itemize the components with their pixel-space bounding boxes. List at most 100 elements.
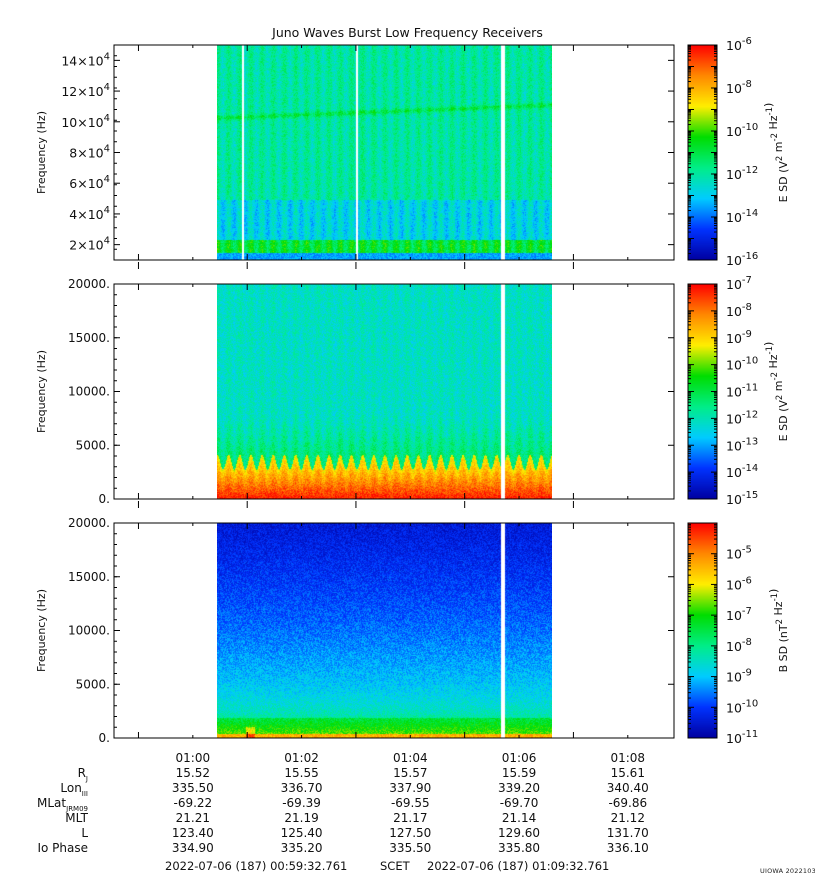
colorbar-tick-label: 10-8 [726,637,752,654]
colorbar-tick-label: 10-10 [726,698,758,715]
y-tick-label: 4×104 [69,205,110,222]
colorbar-tick-label: 10-12 [726,165,758,182]
ephemeris-row-label: RJ [78,766,88,783]
colorbar-3 [688,523,717,738]
y-tick-label: 5000. [76,677,110,691]
end-time-label: 2022-07-06 (187) 01:09:32.761 [427,859,610,873]
y-tick-label: 15000. [68,570,110,584]
ephemeris-value: 21.21 [176,811,210,825]
y-tick-label: 0. [99,731,110,745]
colorbar-tick-label: 10-7 [726,606,752,623]
y-axis-label: Frequency (Hz) [35,350,48,433]
colorbar-tick-label: 10-10 [726,356,758,373]
colorbar-tick-label: 10-13 [726,436,758,453]
y-tick-label: 6×104 [69,174,110,191]
ephemeris-row-label: Io Phase [37,841,88,855]
scet-label: SCET [380,859,410,873]
colorbar-tick-label: 10-10 [726,122,758,139]
ephemeris-value: 335.80 [498,841,540,855]
ephemeris-value: 15.52 [176,766,210,780]
y-tick-label: 10000. [68,624,110,638]
spectrogram-panel-3: 0. 5000. 10000. 15000. 20000. Frequency (Hz) 1… [35,516,790,746]
y-tick-label: 2×104 [69,236,110,253]
ephemeris-value: 123.40 [172,826,214,840]
colorbar-tick-label: 10-14 [726,208,758,225]
colorbar-tick-label: 10-9 [726,668,752,685]
spectrogram-image-3 [217,523,552,738]
colorbar-tick-label: 10-12 [726,409,758,426]
colorbar-tick-label: 10-9 [726,329,752,346]
y-tick-label: 10000. [68,385,110,399]
y-tick-label: 20000. [68,277,110,291]
y-axis-label: Frequency (Hz) [35,111,48,194]
ephemeris-value: 336.10 [607,841,649,855]
ephemeris-value: 15.57 [393,766,427,780]
ephemeris-value: 339.20 [498,781,540,795]
ephemeris-value: -69.70 [500,796,539,810]
spectrogram-panel-2: 0. 5000. 10000. 15000. 20000. Frequency (Hz) 1… [35,275,790,508]
ephemeris-value: 15.55 [284,766,318,780]
colorbar-tick-label: 10-16 [726,251,758,268]
y-tick-label: 14×104 [61,51,110,68]
y-tick-label: 20000. [68,516,110,530]
colorbar-tick-label: 10-8 [726,302,752,319]
ephemeris-value: 21.12 [611,811,645,825]
ephemeris-row-label: MLT [65,811,88,825]
y-tick-label: 8×104 [69,144,110,161]
y-tick-label: 15000. [68,331,110,345]
y-axis-label: Frequency (Hz) [35,589,48,672]
time-tick-label: 01:00 [176,751,211,765]
colorbar-tick-label: 10-11 [726,729,758,746]
ephemeris-value: 129.60 [498,826,540,840]
y-tick-label: 12×104 [61,82,110,99]
ephemeris-value: 15.59 [502,766,536,780]
colorbar-tick-label: 10-15 [726,490,758,507]
spectrogram-image-2 [217,284,552,499]
spectrogram-panel-1: 2×104 4×104 6×104 8×104 10×104 12×104 14×104 Fr… [35,36,790,269]
y-tick-label: 10×104 [61,113,110,130]
ephemeris-value: 334.90 [172,841,214,855]
start-time-label: 2022-07-06 (187) 00:59:32.761 [165,859,348,873]
ephemeris-value: -69.55 [391,796,430,810]
ephemeris-value: -69.39 [282,796,321,810]
ephemeris-value: 336.70 [281,781,323,795]
ephemeris-value: 125.40 [281,826,323,840]
ephemeris-value: 21.14 [502,811,536,825]
ephemeris-value: 340.40 [607,781,649,795]
ephemeris-value: 131.70 [607,826,649,840]
colorbar-label: E SD (V2 m-2 Hz-1) [762,342,790,442]
ephemeris-row-label: L [81,826,88,840]
colorbar-label: E SD (V2 m-2 Hz-1) [762,103,790,203]
colorbar-tick-label: 10-11 [726,383,758,400]
ephemeris-value: 127.50 [389,826,431,840]
colorbar-tick-label: 10-7 [726,275,752,292]
time-tick-label: 01:06 [502,751,537,765]
colorbar-tick-label: 10-6 [726,36,752,53]
y-tick-label: 0. [99,492,110,506]
y-tick-label: 5000. [76,438,110,452]
time-tick-label: 01:08 [610,751,645,765]
spectrogram-image-1 [217,45,552,260]
ephemeris-value: 335.50 [172,781,214,795]
colorbar-frame [687,522,718,739]
ephemeris-row-label: MLatJRM09 [37,796,88,813]
colorbar-tick-label: 10-14 [726,463,758,480]
ephemeris-value: 21.19 [284,811,318,825]
colorbar-tick-label: 10-6 [726,575,752,592]
time-tick-label: 01:04 [393,751,428,765]
colorbar-label: B SD (nT2 Hz-1) [767,589,790,673]
ephemeris-value: 335.50 [389,841,431,855]
credit-label: UIOWA 20221030 [760,867,815,875]
ephemeris-value: -69.86 [608,796,647,810]
ephemeris-value: -69.22 [173,796,212,810]
ephemeris-value: 335.20 [281,841,323,855]
colorbar-tick-label: 10-8 [726,79,752,96]
ephemeris-value: 21.17 [393,811,427,825]
figure-title: Juno Waves Burst Low Frequency Receivers [272,25,543,40]
ephemeris-value: 337.90 [389,781,431,795]
colorbar-tick-label: 10-5 [726,545,752,562]
ephemeris-value: 15.61 [611,766,645,780]
time-tick-label: 01:02 [284,751,319,765]
ephemeris-row-label: LonIII [60,781,88,798]
